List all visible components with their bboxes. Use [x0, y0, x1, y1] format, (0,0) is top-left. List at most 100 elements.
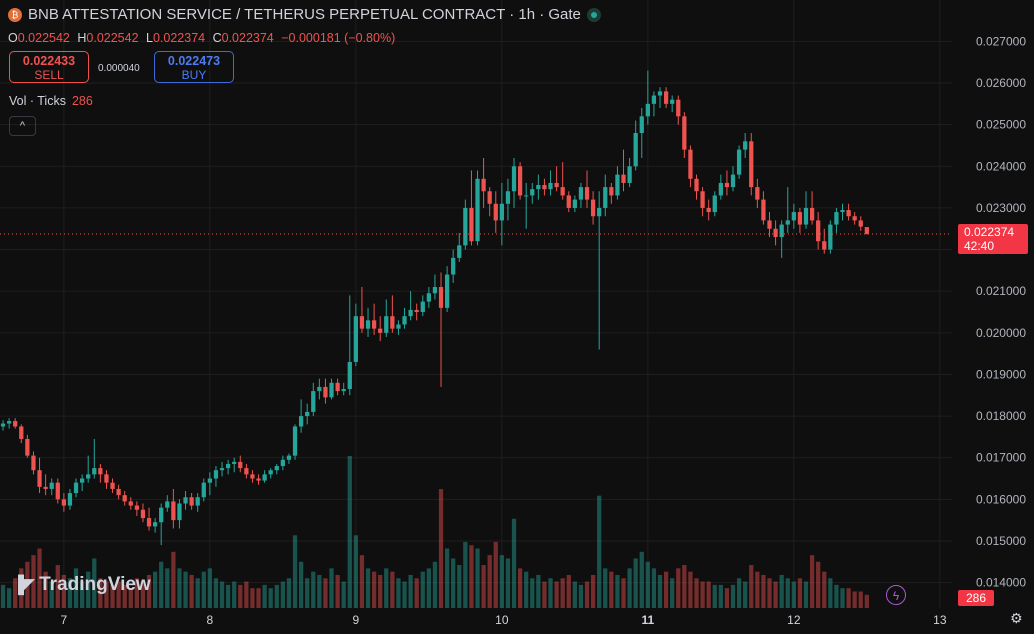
- candle-body: [13, 421, 18, 427]
- price-tick-label: 0.017000: [976, 451, 1026, 465]
- price-tick-label: 0.020000: [976, 326, 1026, 340]
- candle-body: [700, 191, 705, 208]
- candle-body: [749, 141, 754, 188]
- volume-bar: [317, 574, 322, 608]
- volume-bar: [816, 561, 821, 608]
- time-axis[interactable]: 7 8 9 10 11 12 13: [61, 613, 947, 627]
- volume-bars: [0, 456, 869, 608]
- volume-bar: [554, 581, 559, 608]
- candle-body: [566, 195, 571, 208]
- volume-bar: [298, 561, 304, 608]
- volume-bar: [256, 588, 261, 608]
- volume-bar: [61, 574, 67, 608]
- tradingview-mark-icon: ▐◤: [12, 575, 35, 594]
- candle-body: [597, 207, 602, 217]
- volume-bar: [444, 548, 450, 608]
- volume-bar: [487, 555, 492, 608]
- symbol-header[interactable]: ₿ BNB ATTESTATION SERVICE / TETHERUS PER…: [8, 6, 601, 23]
- candle-body: [79, 478, 85, 483]
- candle-body: [414, 309, 419, 312]
- volume-bar: [809, 555, 815, 608]
- volume-bar: [712, 584, 717, 608]
- volume-bar: [572, 581, 577, 608]
- candle-body: [6, 421, 12, 424]
- candle-body: [250, 474, 255, 479]
- candle-body: [590, 199, 596, 217]
- low-value: 0.022374: [152, 31, 206, 45]
- volume-bar: [262, 584, 267, 608]
- candle-body: [0, 423, 6, 427]
- candle-body: [730, 174, 736, 188]
- candle-body: [536, 185, 541, 190]
- volume-bar: [834, 584, 839, 608]
- volume-bar: [232, 581, 237, 608]
- tradingview-logo[interactable]: ▐◤ TradingView: [12, 574, 151, 596]
- candle-body: [219, 468, 225, 471]
- candle-body: [292, 426, 298, 456]
- candle-body: [37, 470, 42, 487]
- candle-body: [657, 91, 663, 96]
- candle-body: [280, 459, 285, 467]
- volume-bar: [286, 578, 292, 608]
- volume-bar: [171, 551, 176, 608]
- sell-button[interactable]: 0.022433 SELL: [9, 51, 89, 83]
- volume-bar: [615, 574, 620, 608]
- volume-bar: [98, 578, 103, 608]
- volume-bar: [390, 571, 395, 608]
- candle-body: [718, 182, 723, 196]
- volume-bar: [475, 548, 480, 608]
- volume-bar: [31, 555, 36, 608]
- volume-bar: [25, 561, 30, 608]
- candle-body: [390, 316, 395, 329]
- volume-bar: [755, 571, 760, 608]
- volume-bar: [852, 591, 857, 608]
- volume-bar: [335, 574, 340, 608]
- gear-icon[interactable]: ⚙: [1010, 610, 1023, 626]
- volume-bar: [116, 581, 121, 608]
- volume-tag: 286: [958, 590, 994, 606]
- candle-body: [469, 207, 474, 242]
- volume-bar: [749, 565, 754, 608]
- candle-body: [438, 287, 444, 308]
- price-axis[interactable]: 0.027000 0.026000 0.025000 0.024000 0.023000…: [976, 34, 1026, 589]
- candle-body: [828, 224, 833, 250]
- price-tick-label: 0.025000: [976, 118, 1026, 132]
- candle-body: [773, 228, 778, 238]
- volume-bar: [767, 578, 772, 608]
- candle-body: [524, 195, 529, 197]
- volume-legend-label: Vol · Ticks: [9, 94, 66, 108]
- chevron-up-icon[interactable]: ^: [9, 116, 36, 136]
- buy-button[interactable]: 0.022473 BUY: [154, 51, 234, 83]
- volume-bar: [676, 568, 681, 608]
- volume-bar: [743, 581, 748, 608]
- volume-bar: [590, 574, 596, 608]
- candle-body: [207, 478, 212, 483]
- volume-bar: [371, 571, 377, 608]
- volume-bar: [597, 495, 602, 608]
- buy-price: 0.022473: [167, 54, 221, 68]
- volume-bar: [724, 588, 730, 608]
- candle-body: [341, 389, 346, 392]
- candle-body: [378, 328, 383, 333]
- candle-body: [578, 187, 584, 200]
- candle-body: [481, 178, 486, 192]
- volume-bar: [517, 568, 523, 608]
- candle-body: [195, 497, 200, 506]
- volume-legend[interactable]: Vol · Ticks 286: [9, 94, 93, 108]
- price-tick-label: 0.014000: [976, 576, 1026, 590]
- candle-body: [603, 187, 608, 208]
- lightning-icon[interactable]: ϟ: [886, 585, 906, 605]
- volume-bar: [432, 561, 438, 608]
- volume-bar: [530, 578, 535, 608]
- volume-bar: [37, 548, 42, 608]
- price-tick-label: 0.027000: [976, 34, 1026, 48]
- volume-bar: [609, 571, 614, 608]
- open-value: 0.022542: [17, 31, 70, 45]
- candle-body: [152, 522, 158, 527]
- tradingview-wordmark: TradingView: [39, 574, 151, 595]
- volume-bar: [134, 578, 139, 608]
- sell-label: SELL: [34, 68, 64, 82]
- candle-body: [225, 463, 231, 469]
- volume-bar: [542, 581, 547, 608]
